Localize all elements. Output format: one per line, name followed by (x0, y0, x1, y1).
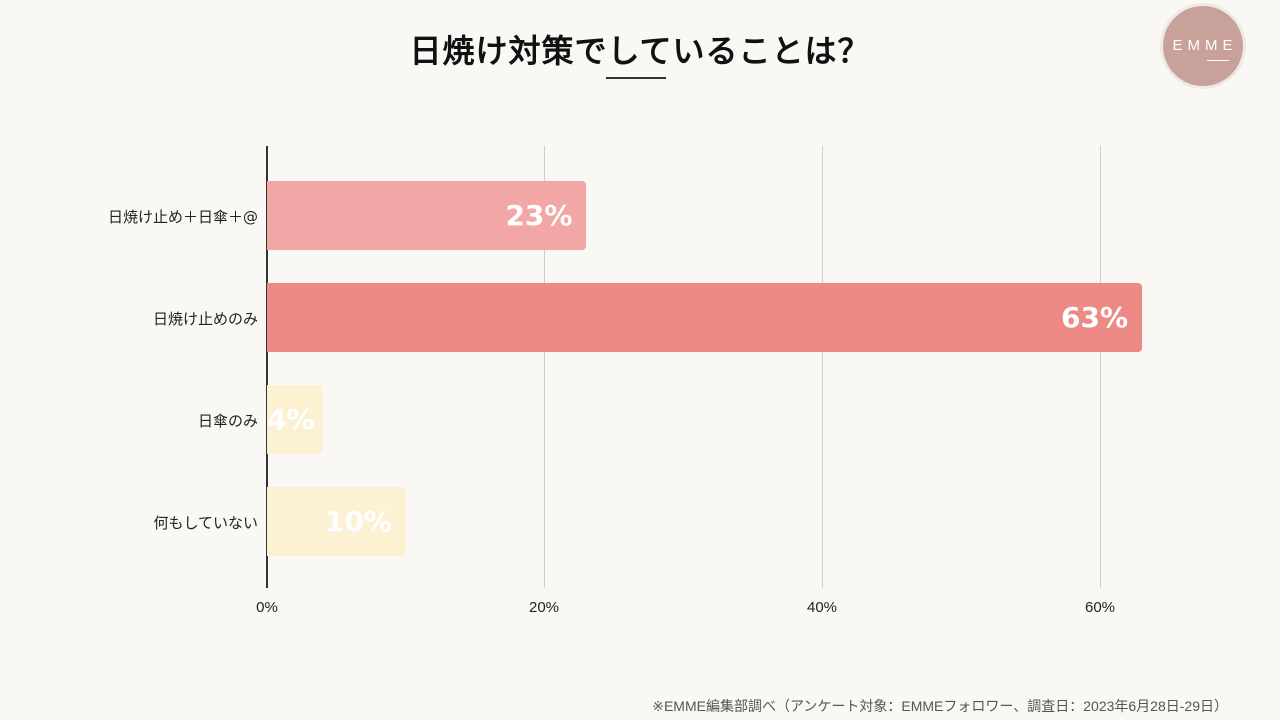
emme-logo: EMME (1163, 6, 1243, 86)
bar-value-label: 4% (267, 403, 315, 436)
bar-value-label: 23% (505, 199, 573, 232)
category-label: 日焼け止めのみ (152, 310, 258, 328)
bar: 10% (267, 487, 406, 556)
category-label: 何もしていない (153, 514, 258, 532)
logo-underline (1207, 60, 1229, 61)
chart-title: 日焼け対策でしていることは？ (409, 32, 871, 70)
x-tick-label: 60% (1084, 599, 1116, 616)
gridline-40 (822, 146, 823, 588)
bar: 23% (267, 181, 587, 250)
logo-text: EMME (1172, 37, 1238, 54)
title-underline (606, 77, 666, 79)
y-axis-line (266, 146, 268, 588)
gridline-60 (1100, 146, 1101, 588)
category-label: 日焼け止め＋日傘＋@ (107, 208, 258, 226)
x-tick-label: 20% (528, 599, 560, 616)
bar: 4% (267, 385, 323, 454)
bar-value-label: 63% (1061, 301, 1129, 334)
x-tick-label: 40% (806, 599, 838, 616)
source-footnote: ※EMME編集部調べ（アンケート対象：EMMEフォロワー、調査日：2023年6月… (652, 698, 1228, 714)
category-label: 日傘のみ (197, 412, 258, 430)
gridline-20 (544, 146, 545, 588)
bar-value-label: 10% (324, 505, 392, 538)
x-tick-label: 0% (256, 599, 278, 616)
bar: 63% (267, 283, 1143, 352)
